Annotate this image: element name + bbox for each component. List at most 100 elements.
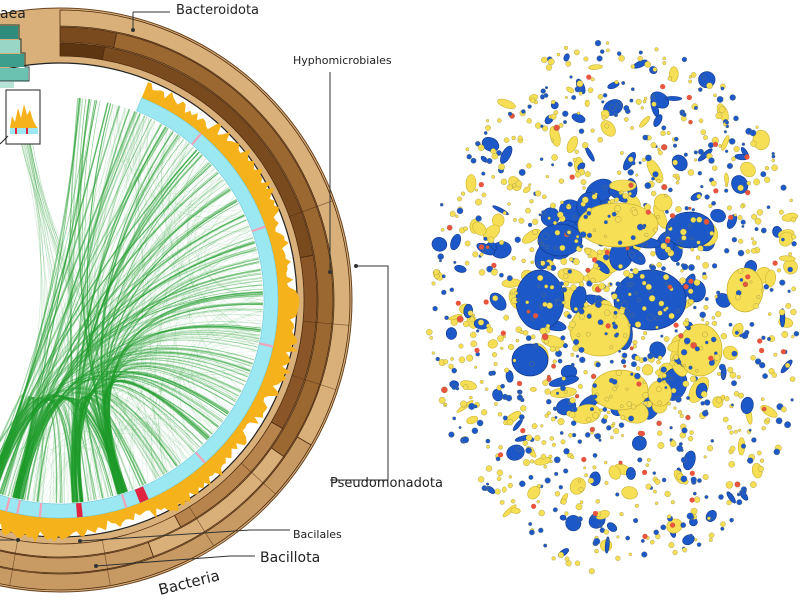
node-dot	[579, 313, 585, 320]
node-dot	[756, 450, 762, 456]
node-dot	[446, 224, 453, 231]
node-cluster	[487, 339, 498, 349]
node-dot	[586, 331, 591, 337]
node-dot	[546, 374, 551, 379]
node-dot	[652, 67, 658, 72]
node-dot	[438, 259, 442, 263]
node-dot	[573, 338, 580, 346]
node-dot	[455, 214, 459, 218]
node-dot	[693, 305, 697, 310]
node-dot	[688, 365, 693, 370]
chord	[31, 139, 179, 466]
node-dot	[577, 439, 583, 444]
node-dot	[759, 458, 765, 463]
node-dot	[704, 340, 709, 345]
node-dot	[475, 198, 482, 206]
node-dot	[704, 194, 710, 200]
node-dot	[754, 227, 759, 232]
chord	[138, 113, 258, 254]
node-dot	[702, 474, 709, 480]
node-dot	[569, 257, 574, 262]
node-dot	[592, 383, 598, 388]
node-cluster	[779, 255, 796, 262]
node-dot	[576, 80, 584, 88]
node-dot	[737, 249, 745, 257]
node-dot	[660, 130, 666, 136]
node-dot	[586, 210, 592, 216]
node-dot	[529, 199, 534, 204]
node-dot	[773, 352, 778, 357]
node-dot	[667, 284, 673, 290]
chord	[74, 392, 168, 503]
node-dot	[481, 192, 487, 198]
node-dot	[686, 396, 691, 400]
node-dot	[592, 465, 597, 470]
chord	[71, 292, 263, 503]
node-dot	[551, 363, 557, 369]
node-cluster	[569, 477, 586, 495]
node-dot	[535, 122, 542, 129]
node-dot	[791, 286, 797, 292]
node-dot	[668, 542, 675, 548]
chord	[25, 139, 116, 496]
chord	[78, 136, 182, 502]
node-dot	[690, 236, 694, 241]
node-dot	[703, 135, 708, 140]
node-dot	[615, 281, 621, 287]
node-dot	[544, 388, 551, 395]
node-dot	[486, 158, 493, 164]
node-dot	[546, 265, 552, 271]
node-dot	[716, 290, 721, 295]
node-dot	[726, 162, 733, 170]
node-dot	[469, 316, 475, 323]
node-dot	[570, 362, 575, 367]
node-dot	[595, 295, 602, 302]
node-dot	[650, 94, 656, 100]
node-dot	[492, 295, 499, 302]
node-dot	[526, 118, 532, 124]
node-dot	[789, 198, 793, 203]
node-dot	[712, 165, 718, 171]
node-dot	[505, 394, 513, 402]
node-dot	[552, 406, 558, 411]
node-dot	[689, 533, 693, 537]
node-dot	[590, 373, 597, 380]
node-dot	[441, 289, 447, 296]
node-dot	[631, 160, 636, 166]
node-red	[665, 238, 671, 244]
chord	[28, 139, 160, 478]
node-dot	[561, 376, 566, 381]
node-dot	[631, 209, 638, 216]
chord	[160, 127, 260, 340]
node-dot	[720, 521, 726, 527]
node-cluster	[465, 174, 477, 193]
chord	[207, 246, 260, 267]
node-dot	[578, 281, 585, 287]
chord	[21, 103, 113, 500]
node-dot	[502, 415, 508, 421]
node-cluster	[523, 186, 531, 193]
node-dot	[702, 274, 708, 280]
node-dot	[441, 386, 448, 394]
node-dot	[590, 77, 595, 82]
node-dot	[486, 482, 490, 486]
node-dot	[660, 366, 667, 373]
chord	[0, 445, 87, 502]
node-red	[474, 347, 480, 353]
node-dot	[568, 433, 573, 438]
node-cluster	[566, 136, 578, 154]
chord	[161, 127, 259, 344]
node-dot	[537, 284, 541, 288]
node-cluster	[502, 486, 507, 493]
node-dot	[630, 64, 635, 69]
node-dot	[444, 315, 449, 321]
node-dot	[641, 336, 646, 340]
node-dot	[689, 430, 694, 435]
node-dot	[718, 494, 724, 500]
node-dot	[584, 171, 591, 178]
node-dot	[528, 474, 534, 480]
node-dot	[535, 190, 542, 197]
node-dot	[538, 527, 544, 534]
archaea-cyan-band	[10, 128, 38, 134]
node-dot	[521, 109, 526, 114]
